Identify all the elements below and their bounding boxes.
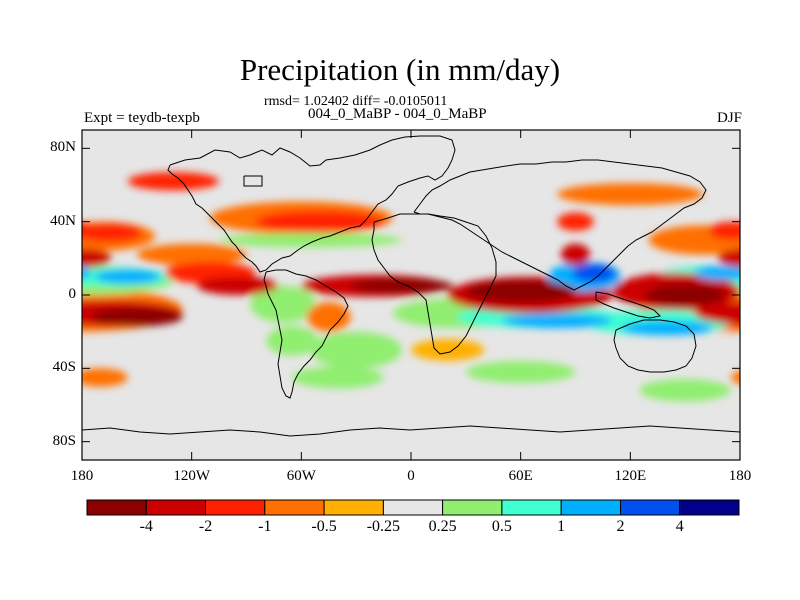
field-band <box>465 280 576 303</box>
field-band-wrap <box>718 249 740 268</box>
y-tick-label: 40S <box>52 359 76 376</box>
field-band <box>557 212 594 231</box>
field-band <box>266 326 318 356</box>
colorbar-label: -4 <box>139 518 153 535</box>
field-band <box>292 366 384 389</box>
coastline-antarctica <box>82 425 740 437</box>
colorbar-swatch <box>86 499 147 516</box>
colorbar-swatch <box>620 499 681 516</box>
colorbar-swatch <box>382 499 444 516</box>
field-band-wrap <box>82 267 92 279</box>
field-band-wrap <box>82 222 95 240</box>
field-band-wrap <box>734 227 740 238</box>
colorbar-swatch <box>323 499 384 516</box>
field-band <box>82 223 143 242</box>
colorbar-swatch <box>145 499 207 516</box>
page-title: Precipitation (in mm/day) <box>239 52 561 87</box>
x-tick-label: 180 <box>70 468 94 484</box>
experiment-label: Expt = teydb-texpb <box>84 110 200 126</box>
field-band-wrap <box>730 370 740 385</box>
y-tick-label: 80N <box>50 139 76 156</box>
field-band <box>411 339 485 361</box>
y-tick-label: 40N <box>50 212 76 229</box>
x-tick-label: 0 <box>407 468 415 484</box>
coastline-australia <box>613 319 697 373</box>
coastline-africa <box>371 213 497 355</box>
field-band <box>127 172 220 191</box>
colorbar-label: 4 <box>675 518 684 535</box>
field-band <box>621 320 713 336</box>
field-band-wrap <box>82 267 110 287</box>
colorbar-label: 0.5 <box>491 518 512 535</box>
x-tick-label: 120W <box>173 468 210 484</box>
colorbar-swatch <box>264 499 325 516</box>
colorbar-swatch <box>205 499 266 516</box>
colorbar-label: 0.25 <box>428 518 457 535</box>
field-band <box>82 368 128 387</box>
coastline-arctic-islands <box>243 175 263 187</box>
precip-field <box>82 172 740 402</box>
stats-line: rmsd= 1.02402 diff= -0.0105011 <box>264 94 448 109</box>
x-tick-label: 180 <box>728 468 752 484</box>
field-band <box>465 361 576 383</box>
field-band <box>310 331 402 369</box>
x-tick-label: 60W <box>286 468 316 484</box>
colorbar-swatch <box>560 499 622 516</box>
season-label: DJF <box>716 110 742 126</box>
coastline-south-america <box>263 269 349 399</box>
y-tick-label: 0 <box>68 286 77 302</box>
field-band <box>571 263 616 283</box>
field-band <box>197 276 278 295</box>
field-band <box>94 269 161 285</box>
field-band <box>694 265 740 281</box>
field-band <box>219 232 402 248</box>
colorbar-label: -1 <box>258 518 272 535</box>
colorbar-swatch <box>442 499 503 516</box>
colorbar-swatch <box>679 499 740 516</box>
field-band <box>639 379 731 402</box>
colorbar <box>86 499 740 516</box>
x-tick-label: 120E <box>614 468 647 484</box>
field-band <box>709 221 740 240</box>
field-band <box>560 243 591 266</box>
coastline-eurasia <box>413 159 707 291</box>
colorbar-label: -0.5 <box>311 518 337 535</box>
colorbar-swatch <box>501 499 562 516</box>
colorbar-label: -0.25 <box>366 518 401 535</box>
field-band <box>91 307 183 327</box>
field-band <box>250 285 316 323</box>
axis-ticks <box>81 130 741 460</box>
coastline-north-america <box>167 135 456 273</box>
field-band <box>350 278 454 294</box>
coastline-maritime-islands <box>595 291 662 319</box>
field-band <box>306 302 351 332</box>
field-band <box>645 284 726 306</box>
field-band <box>136 243 247 266</box>
field-band <box>648 225 740 255</box>
x-tick-label: 60E <box>508 468 533 484</box>
field-band <box>502 313 612 329</box>
colorbar-label: 2 <box>616 518 625 535</box>
y-tick-label: 80S <box>52 432 76 449</box>
coastlines <box>82 135 740 437</box>
field-band <box>82 249 112 268</box>
colorbar-label: 1 <box>557 518 566 535</box>
colorbar-label: -2 <box>198 518 213 535</box>
field-band <box>557 183 704 206</box>
comparison-line: 004_0_MaBP - 004_0_MaBP <box>308 106 487 122</box>
